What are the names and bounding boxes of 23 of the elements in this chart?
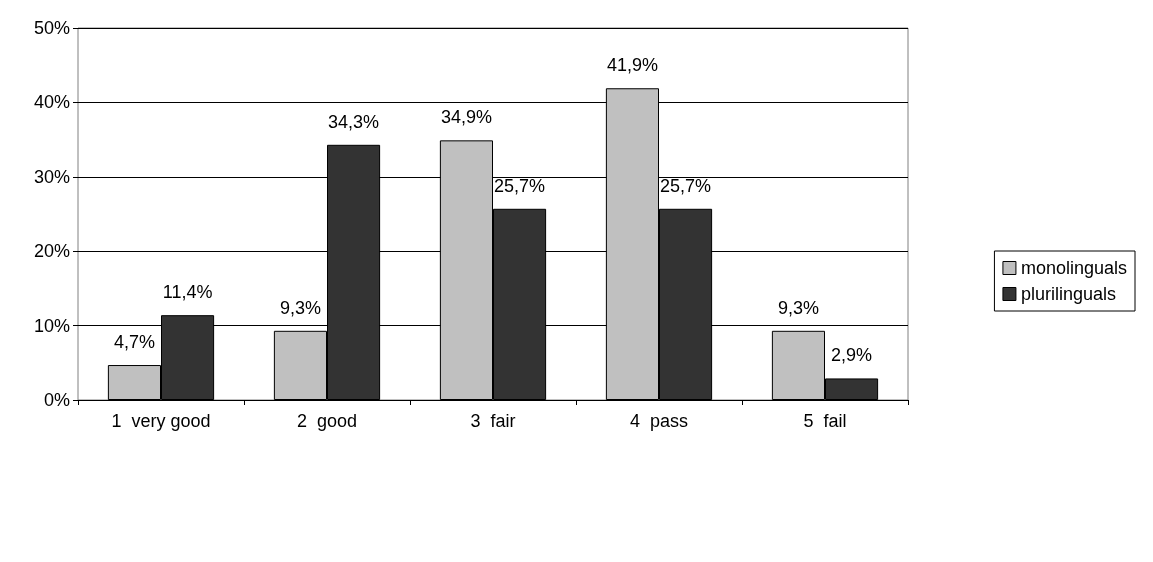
data-label: 9,3% [279,297,321,318]
y-tick-label: 30% [33,166,70,187]
data-label: 9,3% [777,297,819,318]
y-tick-label: 20% [33,241,70,262]
data-label: 4,7% [113,332,155,353]
y-tick-label: 40% [33,92,70,113]
data-label: 34,3% [328,111,380,132]
data-label: 25,7% [660,175,712,196]
legend-label: plurilinguals [1020,284,1116,304]
y-tick-label: 0% [43,390,70,410]
data-label: 11,4% [162,282,213,303]
data-label: 25,7% [494,175,546,196]
x-tick-label: 1 very good [111,411,211,431]
x-tick-label: 5 fail [803,411,847,431]
data-label: 41,9% [606,55,658,76]
legend-label: monolinguals [1020,258,1128,278]
data-label: 34,9% [440,107,492,128]
y-tick-label: 50% [33,18,70,38]
data-label: 2,9% [831,345,873,366]
y-tick-label: 10% [33,315,70,336]
x-tick-label: 3 fair [470,411,516,431]
x-tick-label: 2 good [296,411,358,431]
x-tick-label: 4 pass [629,411,689,431]
